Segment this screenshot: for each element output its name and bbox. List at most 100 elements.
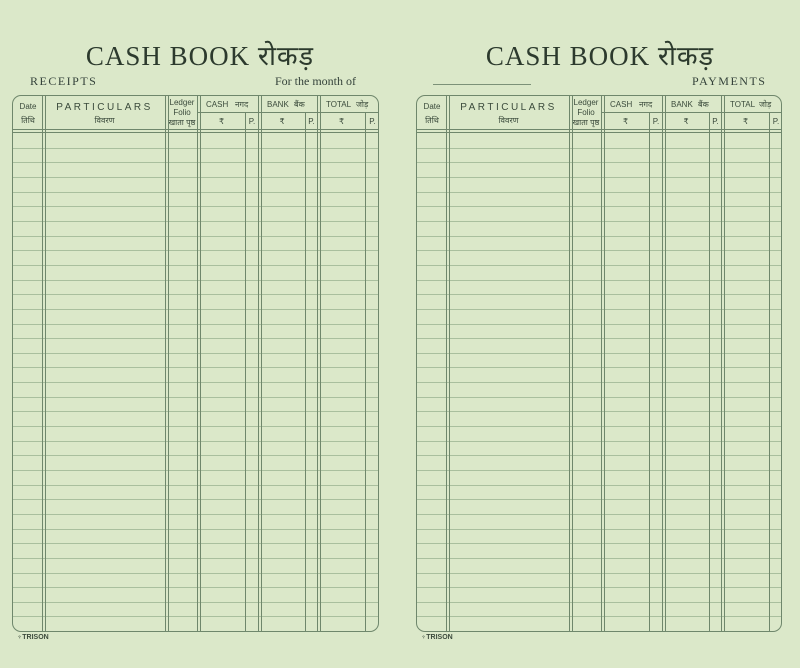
rupee-header: ₹	[218, 117, 225, 126]
rupee-header: ₹	[742, 117, 749, 126]
table-row-line[interactable]	[13, 323, 378, 325]
table-row-line[interactable]	[417, 264, 781, 266]
table-row-line[interactable]	[417, 572, 781, 574]
receipts-page: CASH BOOK रोकड़ RECEIPTS For the month of D…	[12, 41, 379, 641]
table-row-line[interactable]	[417, 557, 781, 559]
ledger-header-hi: खाता पृष्ठ	[168, 118, 196, 127]
payments-page: CASH BOOK रोकड़ PAYMENTS Date तिथि PARTICULA…	[400, 0, 800, 668]
table-row-line[interactable]	[13, 177, 378, 178]
folio-header: Folio	[173, 108, 191, 117]
table-row-line[interactable]	[13, 382, 378, 384]
table-row-line[interactable]	[13, 162, 378, 164]
table-row-line[interactable]	[13, 440, 378, 442]
table-row-line[interactable]	[417, 382, 781, 384]
table-row-line[interactable]	[13, 587, 378, 589]
table-row-line[interactable]	[13, 191, 378, 193]
table-row-line[interactable]	[417, 352, 781, 354]
paise-divider	[305, 113, 306, 631]
table-row-line[interactable]	[13, 396, 378, 398]
brand-logo: ♆TRISON	[421, 634, 453, 641]
table-row-line[interactable]	[13, 601, 378, 603]
table-row-line[interactable]	[417, 396, 781, 398]
table-row-line[interactable]	[417, 587, 781, 589]
month-label: For the month of	[275, 74, 356, 88]
table-row-line[interactable]	[13, 469, 378, 471]
paise-divider	[769, 113, 770, 631]
table-row-line[interactable]	[417, 469, 781, 471]
column-divider	[721, 96, 725, 631]
table-row-line[interactable]	[13, 220, 378, 222]
header-divider	[13, 129, 378, 133]
table-row-line[interactable]	[13, 147, 378, 149]
column-divider	[165, 96, 169, 631]
table-row-line[interactable]	[417, 367, 781, 369]
table-row-line[interactable]	[13, 352, 378, 354]
table-row-line[interactable]	[13, 206, 378, 208]
table-row-line[interactable]	[417, 147, 781, 149]
table-row-line[interactable]	[417, 177, 781, 178]
table-row-line[interactable]	[417, 220, 781, 222]
cash-header: CASH	[206, 100, 229, 109]
table-row-line[interactable]	[13, 308, 378, 310]
paise-header: P.	[772, 117, 780, 126]
column-divider	[446, 96, 450, 631]
table-row-line[interactable]	[13, 543, 378, 545]
table-row-line[interactable]	[417, 323, 781, 325]
bank-header-hi: बैंक	[294, 100, 305, 109]
total-header-hi: जोड़	[759, 100, 772, 109]
column-divider	[569, 96, 573, 631]
date-header-hi: तिथि	[425, 116, 439, 125]
table-row-line[interactable]	[13, 411, 378, 413]
bank-header: BANK	[267, 100, 289, 109]
table-row-line[interactable]	[13, 338, 378, 340]
table-row-line[interactable]	[417, 162, 781, 164]
table-row-line[interactable]	[13, 557, 378, 559]
column-divider	[601, 96, 605, 631]
bank-header: BANK	[671, 100, 693, 109]
table-row-line[interactable]	[417, 294, 781, 296]
particulars-header: PARTICULARS	[56, 102, 153, 113]
table-row-line[interactable]	[417, 440, 781, 442]
column-divider	[317, 96, 321, 631]
table-row-line[interactable]	[13, 426, 378, 427]
table-row-line[interactable]	[417, 308, 781, 310]
table-row-line[interactable]	[417, 616, 781, 618]
table-row-line[interactable]	[13, 264, 378, 266]
table-row-line[interactable]	[417, 528, 781, 530]
table-row-line[interactable]	[13, 572, 378, 574]
section-label: PAYMENTS	[692, 74, 767, 88]
table-row-line[interactable]	[13, 235, 378, 237]
table-row-line[interactable]	[417, 338, 781, 340]
table-row-line[interactable]	[13, 279, 378, 281]
brand-name: TRISON	[426, 634, 453, 641]
date-header: Date	[423, 102, 441, 111]
table-row-line[interactable]	[417, 411, 781, 413]
table-row-line[interactable]	[13, 250, 378, 252]
rupee-header: ₹	[622, 117, 629, 126]
table-row-line[interactable]	[417, 601, 781, 603]
table-row-line[interactable]	[13, 513, 378, 515]
table-row-line[interactable]	[13, 367, 378, 369]
table-row-line[interactable]	[417, 513, 781, 515]
paise-header: P.	[369, 117, 376, 126]
table-row-line[interactable]	[13, 499, 378, 501]
table-row-line[interactable]	[417, 191, 781, 193]
table-row-line[interactable]	[13, 484, 378, 486]
column-divider	[258, 96, 262, 631]
table-row-line[interactable]	[417, 206, 781, 208]
table-row-line[interactable]	[417, 235, 781, 237]
table-row-line[interactable]	[417, 543, 781, 545]
table-row-line[interactable]	[417, 250, 781, 252]
brand-logo: ♆TRISON	[17, 634, 49, 641]
table-row-line[interactable]	[417, 484, 781, 486]
table-row-line[interactable]	[417, 455, 781, 457]
month-blank-line[interactable]	[433, 84, 531, 85]
table-row-line[interactable]	[417, 279, 781, 281]
trison-logo-icon: ♆	[421, 634, 427, 641]
table-row-line[interactable]	[13, 455, 378, 457]
table-row-line[interactable]	[13, 294, 378, 296]
table-row-line[interactable]	[417, 426, 781, 427]
table-row-line[interactable]	[417, 499, 781, 501]
table-row-line[interactable]	[13, 616, 378, 618]
table-row-line[interactable]	[13, 528, 378, 530]
